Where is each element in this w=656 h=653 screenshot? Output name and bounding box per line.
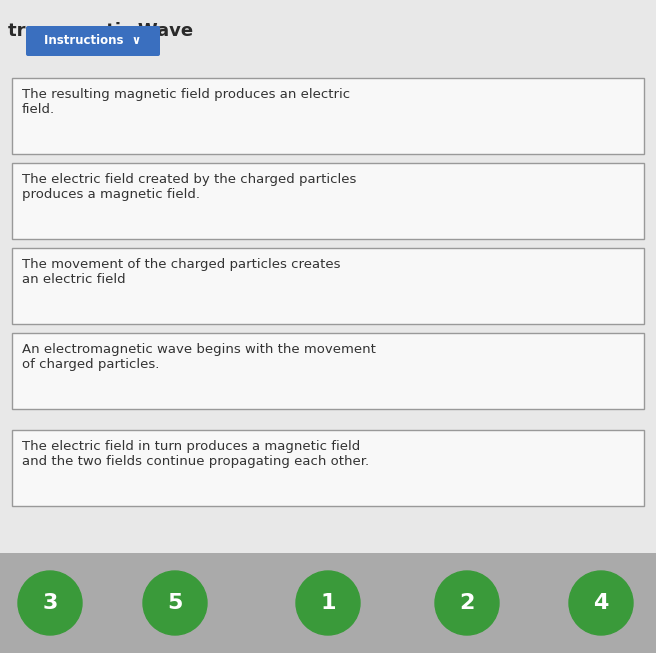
Text: The electric field in turn produces a magnetic field
and the two fields continue: The electric field in turn produces a ma… — [22, 440, 369, 468]
Text: The movement of the charged particles creates
an electric field: The movement of the charged particles cr… — [22, 258, 340, 286]
Circle shape — [18, 571, 82, 635]
Text: tromagnetic Wave: tromagnetic Wave — [8, 22, 193, 40]
Text: The resulting magnetic field produces an electric
field.: The resulting magnetic field produces an… — [22, 88, 350, 116]
Text: Instructions  ∨: Instructions ∨ — [45, 35, 142, 48]
FancyBboxPatch shape — [12, 430, 644, 506]
Circle shape — [435, 571, 499, 635]
Circle shape — [296, 571, 360, 635]
Circle shape — [143, 571, 207, 635]
Text: 5: 5 — [167, 593, 182, 613]
Text: 3: 3 — [43, 593, 58, 613]
Text: 2: 2 — [459, 593, 475, 613]
FancyBboxPatch shape — [12, 78, 644, 154]
FancyBboxPatch shape — [12, 163, 644, 239]
Text: 1: 1 — [320, 593, 336, 613]
FancyBboxPatch shape — [12, 333, 644, 409]
Bar — [0, 553, 656, 653]
FancyBboxPatch shape — [26, 26, 160, 56]
FancyBboxPatch shape — [12, 248, 644, 324]
Circle shape — [569, 571, 633, 635]
Text: 4: 4 — [593, 593, 609, 613]
Text: The electric field created by the charged particles
produces a magnetic field.: The electric field created by the charge… — [22, 173, 356, 201]
Text: An electromagnetic wave begins with the movement
of charged particles.: An electromagnetic wave begins with the … — [22, 343, 376, 371]
